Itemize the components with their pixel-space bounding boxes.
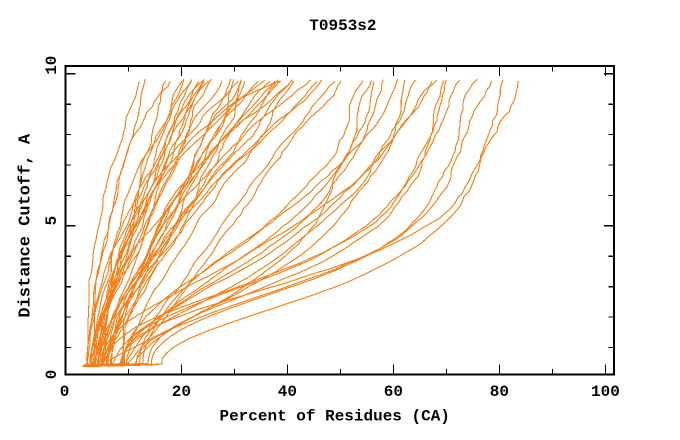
svg-text:10: 10: [43, 56, 61, 75]
svg-text:T0953s2: T0953s2: [309, 17, 376, 35]
svg-text:20: 20: [172, 383, 191, 401]
svg-text:40: 40: [278, 383, 297, 401]
svg-text:0: 0: [43, 370, 61, 380]
svg-text:Distance Cutoff, A: Distance Cutoff, A: [16, 133, 35, 317]
svg-text:60: 60: [384, 383, 403, 401]
svg-text:80: 80: [490, 383, 509, 401]
svg-text:5: 5: [43, 216, 61, 226]
svg-text:Percent of Residues (CA): Percent of Residues (CA): [219, 408, 449, 426]
svg-text:100: 100: [591, 383, 620, 401]
svg-text:0: 0: [60, 383, 70, 401]
